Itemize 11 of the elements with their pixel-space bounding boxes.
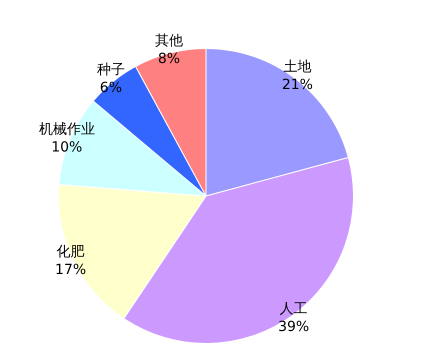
slice-label: 化肥 — [56, 244, 85, 260]
data-label: 8% — [158, 50, 180, 67]
slice-label: 机械作业 — [38, 122, 95, 138]
slice-label: 土地 — [283, 59, 312, 76]
data-label: 39% — [278, 318, 310, 335]
data-label: 10% — [51, 140, 82, 156]
data-label: 17% — [55, 262, 86, 278]
slice-label: 种子 — [96, 62, 125, 78]
data-label: 21% — [282, 77, 313, 94]
slice-label: 其他 — [154, 32, 183, 49]
slice-label: 人工 — [280, 300, 308, 317]
